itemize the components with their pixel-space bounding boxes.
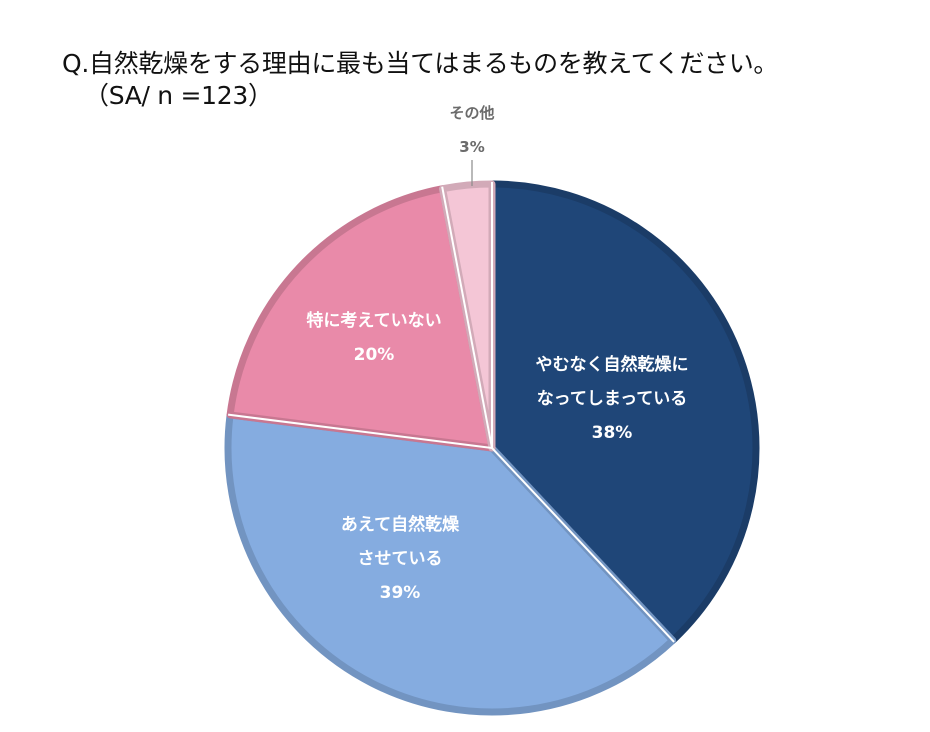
pie-slice [488,180,760,644]
chart-subtitle: （SA/ n =123） [84,81,273,110]
slice-value-label: 20% [354,345,395,365]
slice-separator [491,447,675,643]
slice-value-label: 39% [380,583,421,603]
slice-category-label: その他 [449,104,494,122]
slice-category-label: なってしまっている [537,389,688,409]
slice-value-label: 38% [592,423,633,443]
slice-separator [227,413,493,449]
slice-category-label: 特に考えていない [306,310,441,331]
chart-title: Q.自然乾燥をする理由に最も当てはまるものを教えてください。 [62,49,779,78]
slice-separator [441,186,493,449]
pie-slice [224,411,677,716]
slice-category-label: あえて自然乾燥 [341,514,460,535]
slice-category-label: させている [358,549,443,569]
slice-category-label: やむなく自然乾燥に [536,354,689,375]
slice-value-label: 3% [459,138,484,156]
pie-slice [226,185,496,452]
